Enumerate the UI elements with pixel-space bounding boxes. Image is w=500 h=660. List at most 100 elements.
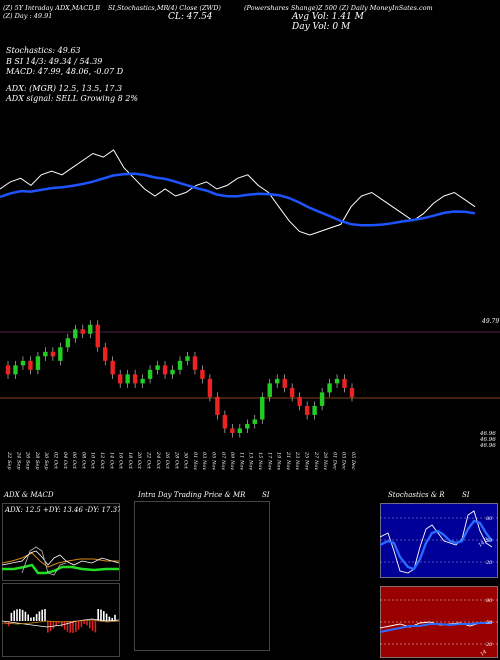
rsi-tick-50: 50	[486, 620, 493, 626]
candle-body	[297, 396, 302, 406]
candle-body	[170, 369, 175, 375]
candle-body	[275, 378, 280, 384]
macd-bar	[24, 611, 27, 621]
macd-bar	[35, 613, 38, 621]
header-close-line2: CL: 47.54	[168, 12, 213, 22]
macd-text: MACD: 47.99, 48.06, -0.07 D	[6, 67, 124, 76]
header-left-line1: (Z) 5Y Intraday ADX,MACD,B	[3, 4, 101, 12]
date-tick-label: 24 Sep	[15, 451, 21, 470]
candle-body	[245, 423, 250, 429]
macd-bar	[111, 617, 113, 621]
price-label-top: 49.79	[481, 318, 499, 325]
macd-bar	[108, 616, 111, 621]
candle-body	[65, 338, 71, 348]
date-tick-label: 22 Oct	[145, 451, 151, 470]
candle-body	[28, 360, 33, 370]
candle-body	[222, 414, 228, 429]
candle-body	[192, 356, 198, 370]
header-left-line2: (Z) Day : 49.91	[3, 12, 53, 20]
moving-average-line	[0, 172, 476, 227]
candle-body	[289, 387, 295, 397]
indicator-summary: Stochastics: 49.63 B SI 14/3: 49.34 / 54…	[6, 46, 138, 105]
candle-body	[95, 324, 100, 348]
candle-body	[319, 392, 325, 406]
candle-body	[177, 360, 183, 370]
date-tick-label: 17 Nov	[266, 452, 272, 470]
macd-bar	[75, 621, 77, 632]
price-label-low2: 46.96	[479, 437, 496, 443]
date-tick-label: 14 Oct	[108, 452, 114, 470]
header-mid: SI,Stochastics,MR	[108, 4, 168, 12]
date-tick-label: 30 Sep	[43, 452, 49, 470]
candle-body	[237, 428, 243, 433]
price-label-low3: 46.96	[479, 443, 496, 449]
macd-bar	[44, 609, 46, 621]
date-tick-label: 29 Nov	[322, 451, 328, 470]
macd-bar	[80, 621, 83, 628]
candle-body	[140, 378, 145, 384]
date-tick-label: 28 Sep	[34, 451, 40, 470]
macd-bar	[94, 621, 97, 633]
stoch-tick-20: 20	[485, 560, 493, 566]
candle-body	[20, 360, 26, 366]
macd-bar	[91, 621, 94, 631]
date-tick-label: 27 Nov	[313, 451, 319, 470]
macd-bar	[66, 621, 69, 632]
date-tick-label: 18 Oct	[127, 452, 133, 470]
stoch-params: 14,3	[477, 537, 489, 549]
date-tick-label: 22 Sep	[6, 451, 12, 470]
stoch-d-line	[380, 519, 493, 571]
date-tick-label: 08 Oct	[80, 452, 86, 470]
macd-bar	[89, 621, 91, 629]
bsi-text: B SI 14/3: 49.34 / 54.39	[6, 56, 103, 66]
header-right: (Powershares Shange)Z 500 (Z) Daily Mone…	[244, 4, 433, 32]
rsi-panel: 80 50 20 14	[380, 586, 498, 658]
date-tick-label: 03 Dec	[341, 452, 347, 470]
date-tick-label: 05 Nov	[211, 452, 217, 470]
stochastics-panel: 80 50 20 14,3	[380, 503, 498, 578]
candle-body	[207, 378, 213, 397]
macd-bar	[114, 614, 116, 621]
macd-bar	[5, 621, 7, 623]
candle-body	[88, 324, 93, 334]
date-tick-label: 04 Oct	[62, 452, 68, 470]
candle-body	[334, 378, 340, 384]
date-tick-label: 21 Nov	[285, 451, 291, 470]
date-tick-label: 28 Oct	[173, 451, 179, 470]
macd-bar	[52, 621, 55, 629]
macd-bar	[10, 612, 13, 621]
stoch-text: Stochastics: 49.63	[6, 46, 81, 55]
candle-body	[200, 369, 205, 379]
candle-body	[312, 405, 317, 415]
candle-body	[125, 374, 130, 384]
candle-body	[43, 351, 48, 357]
macd-bar	[21, 609, 24, 621]
macd-bar	[13, 610, 15, 621]
intra-panel-si: SI	[262, 491, 270, 499]
macd-bar	[72, 621, 74, 633]
main-chart: 22 Sep 24 Sep 26 Sep 28 Sep 30 Sep 02 Oct 04 O…	[0, 149, 500, 470]
candle-body	[80, 329, 85, 334]
candle-body	[230, 428, 235, 433]
macd-bar	[103, 611, 105, 621]
close-line	[0, 149, 476, 236]
date-tick-label: 05 Dec	[350, 452, 356, 470]
date-tick-label: 12 Oct	[99, 452, 105, 470]
macd-bar	[58, 621, 60, 624]
macd-bar	[30, 617, 32, 621]
candle-body	[117, 374, 123, 384]
date-tick-label: 19 Nov	[276, 452, 282, 470]
header-right-line1: (Powershares Shange)Z 500 (Z) Daily Mone…	[244, 4, 433, 12]
date-tick-label: 25 Nov	[304, 451, 310, 470]
candle-body	[73, 329, 78, 339]
candle-body	[162, 365, 168, 375]
candle-body	[327, 383, 332, 393]
macd-bar	[105, 613, 108, 621]
candle-body	[132, 374, 138, 384]
macd-bar	[61, 621, 63, 627]
date-tick-label: 01 Nov	[192, 452, 198, 470]
macd-line	[2, 619, 120, 625]
date-tick-label: 16 Oct	[118, 452, 124, 470]
candle-body	[342, 378, 347, 388]
candle-body	[110, 360, 115, 375]
